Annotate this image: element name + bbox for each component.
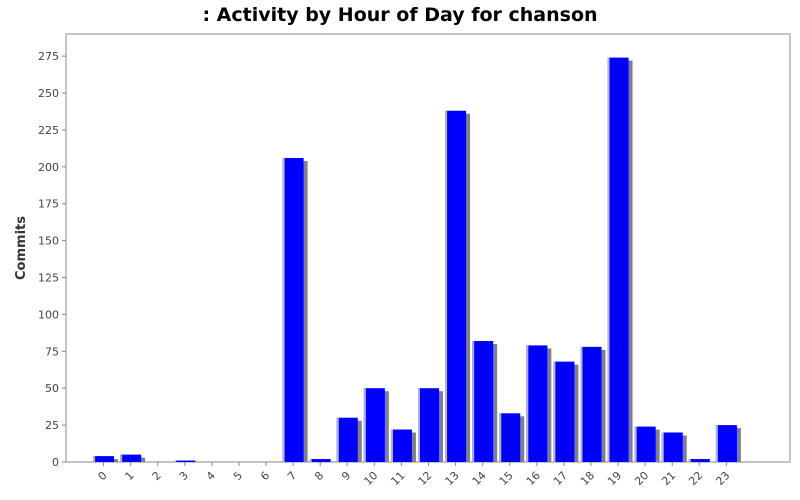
y-tick-label: 175 bbox=[38, 198, 59, 211]
bar-highlight bbox=[309, 459, 312, 462]
bar-highlight bbox=[282, 157, 285, 462]
bar-highlight bbox=[390, 429, 393, 462]
y-tick-label: 275 bbox=[38, 50, 59, 63]
x-tick-label: 23 bbox=[713, 469, 732, 488]
x-tick-label: 19 bbox=[605, 469, 624, 488]
x-tick-label: 5 bbox=[231, 469, 245, 483]
bar bbox=[309, 459, 331, 462]
bar bbox=[553, 361, 575, 462]
y-tick-label: 125 bbox=[38, 272, 59, 285]
y-tick-label: 0 bbox=[52, 456, 59, 469]
bar bbox=[390, 429, 412, 462]
x-tick-label: 18 bbox=[578, 469, 597, 488]
bar bbox=[688, 459, 710, 462]
bar bbox=[445, 110, 467, 463]
x-tick-label: 7 bbox=[285, 469, 299, 483]
bar-highlight bbox=[445, 110, 448, 463]
y-tick-label: 50 bbox=[45, 382, 59, 395]
bar bbox=[526, 345, 548, 462]
bar-highlight bbox=[93, 456, 96, 462]
y-tick-label: 250 bbox=[38, 87, 59, 100]
x-tick-label: 0 bbox=[96, 469, 110, 483]
bar bbox=[363, 388, 385, 462]
bar bbox=[472, 340, 494, 462]
x-tick-label: 12 bbox=[416, 469, 435, 488]
y-tick-label: 75 bbox=[45, 345, 59, 358]
y-tick-label: 25 bbox=[45, 419, 59, 432]
y-tick-label: 200 bbox=[38, 161, 59, 174]
x-tick-label: 6 bbox=[258, 469, 272, 483]
bar-highlight bbox=[363, 388, 366, 462]
bar-highlight bbox=[715, 425, 718, 462]
x-tick-label: 1 bbox=[123, 469, 137, 483]
x-tick-label: 15 bbox=[497, 469, 516, 488]
bar-highlight bbox=[472, 340, 475, 462]
bar-highlight bbox=[580, 346, 583, 462]
bar-highlight bbox=[120, 454, 123, 462]
bar-highlight bbox=[418, 388, 420, 462]
y-axis-label: Commits bbox=[14, 216, 29, 280]
x-tick-label: 14 bbox=[470, 469, 489, 488]
x-tick-label: 9 bbox=[339, 469, 353, 483]
x-tick-label: 10 bbox=[361, 469, 380, 488]
bar bbox=[174, 460, 196, 462]
bar-highlight bbox=[336, 417, 339, 462]
x-tick-label: 22 bbox=[686, 469, 705, 488]
y-tick-label: 150 bbox=[38, 235, 59, 248]
bar-highlight bbox=[607, 57, 610, 462]
chart-title: : Activity by Hour of Day for chanson bbox=[202, 4, 597, 26]
bar bbox=[499, 413, 521, 462]
bar bbox=[93, 456, 115, 462]
bar bbox=[336, 417, 358, 462]
x-tick-label: 17 bbox=[551, 469, 570, 488]
y-tick-label: 225 bbox=[38, 124, 59, 137]
bar bbox=[580, 346, 602, 462]
bar bbox=[607, 57, 629, 462]
bar bbox=[120, 454, 142, 462]
bar-highlight bbox=[174, 460, 177, 462]
x-tick-label: 20 bbox=[632, 469, 651, 488]
bar-highlight bbox=[553, 361, 556, 462]
bar bbox=[282, 157, 304, 462]
bar bbox=[715, 425, 737, 462]
x-tick-label: 16 bbox=[524, 469, 543, 488]
x-tick-label: 2 bbox=[150, 469, 164, 483]
x-tick-label: 3 bbox=[177, 469, 191, 483]
bar bbox=[661, 432, 683, 462]
bar-highlight bbox=[661, 432, 664, 462]
bar-highlight bbox=[688, 459, 691, 462]
x-tick-label: 21 bbox=[659, 469, 678, 488]
x-tick-label: 8 bbox=[312, 469, 326, 483]
x-tick-label: 11 bbox=[388, 469, 407, 488]
x-tick-label: 13 bbox=[443, 469, 462, 488]
bar-highlight bbox=[634, 426, 637, 462]
x-tick-label: 4 bbox=[204, 469, 218, 483]
bar-highlight bbox=[526, 345, 529, 462]
bar bbox=[418, 388, 439, 462]
y-tick-label: 100 bbox=[38, 308, 59, 321]
bar-highlight bbox=[499, 413, 502, 462]
bar bbox=[634, 426, 656, 462]
